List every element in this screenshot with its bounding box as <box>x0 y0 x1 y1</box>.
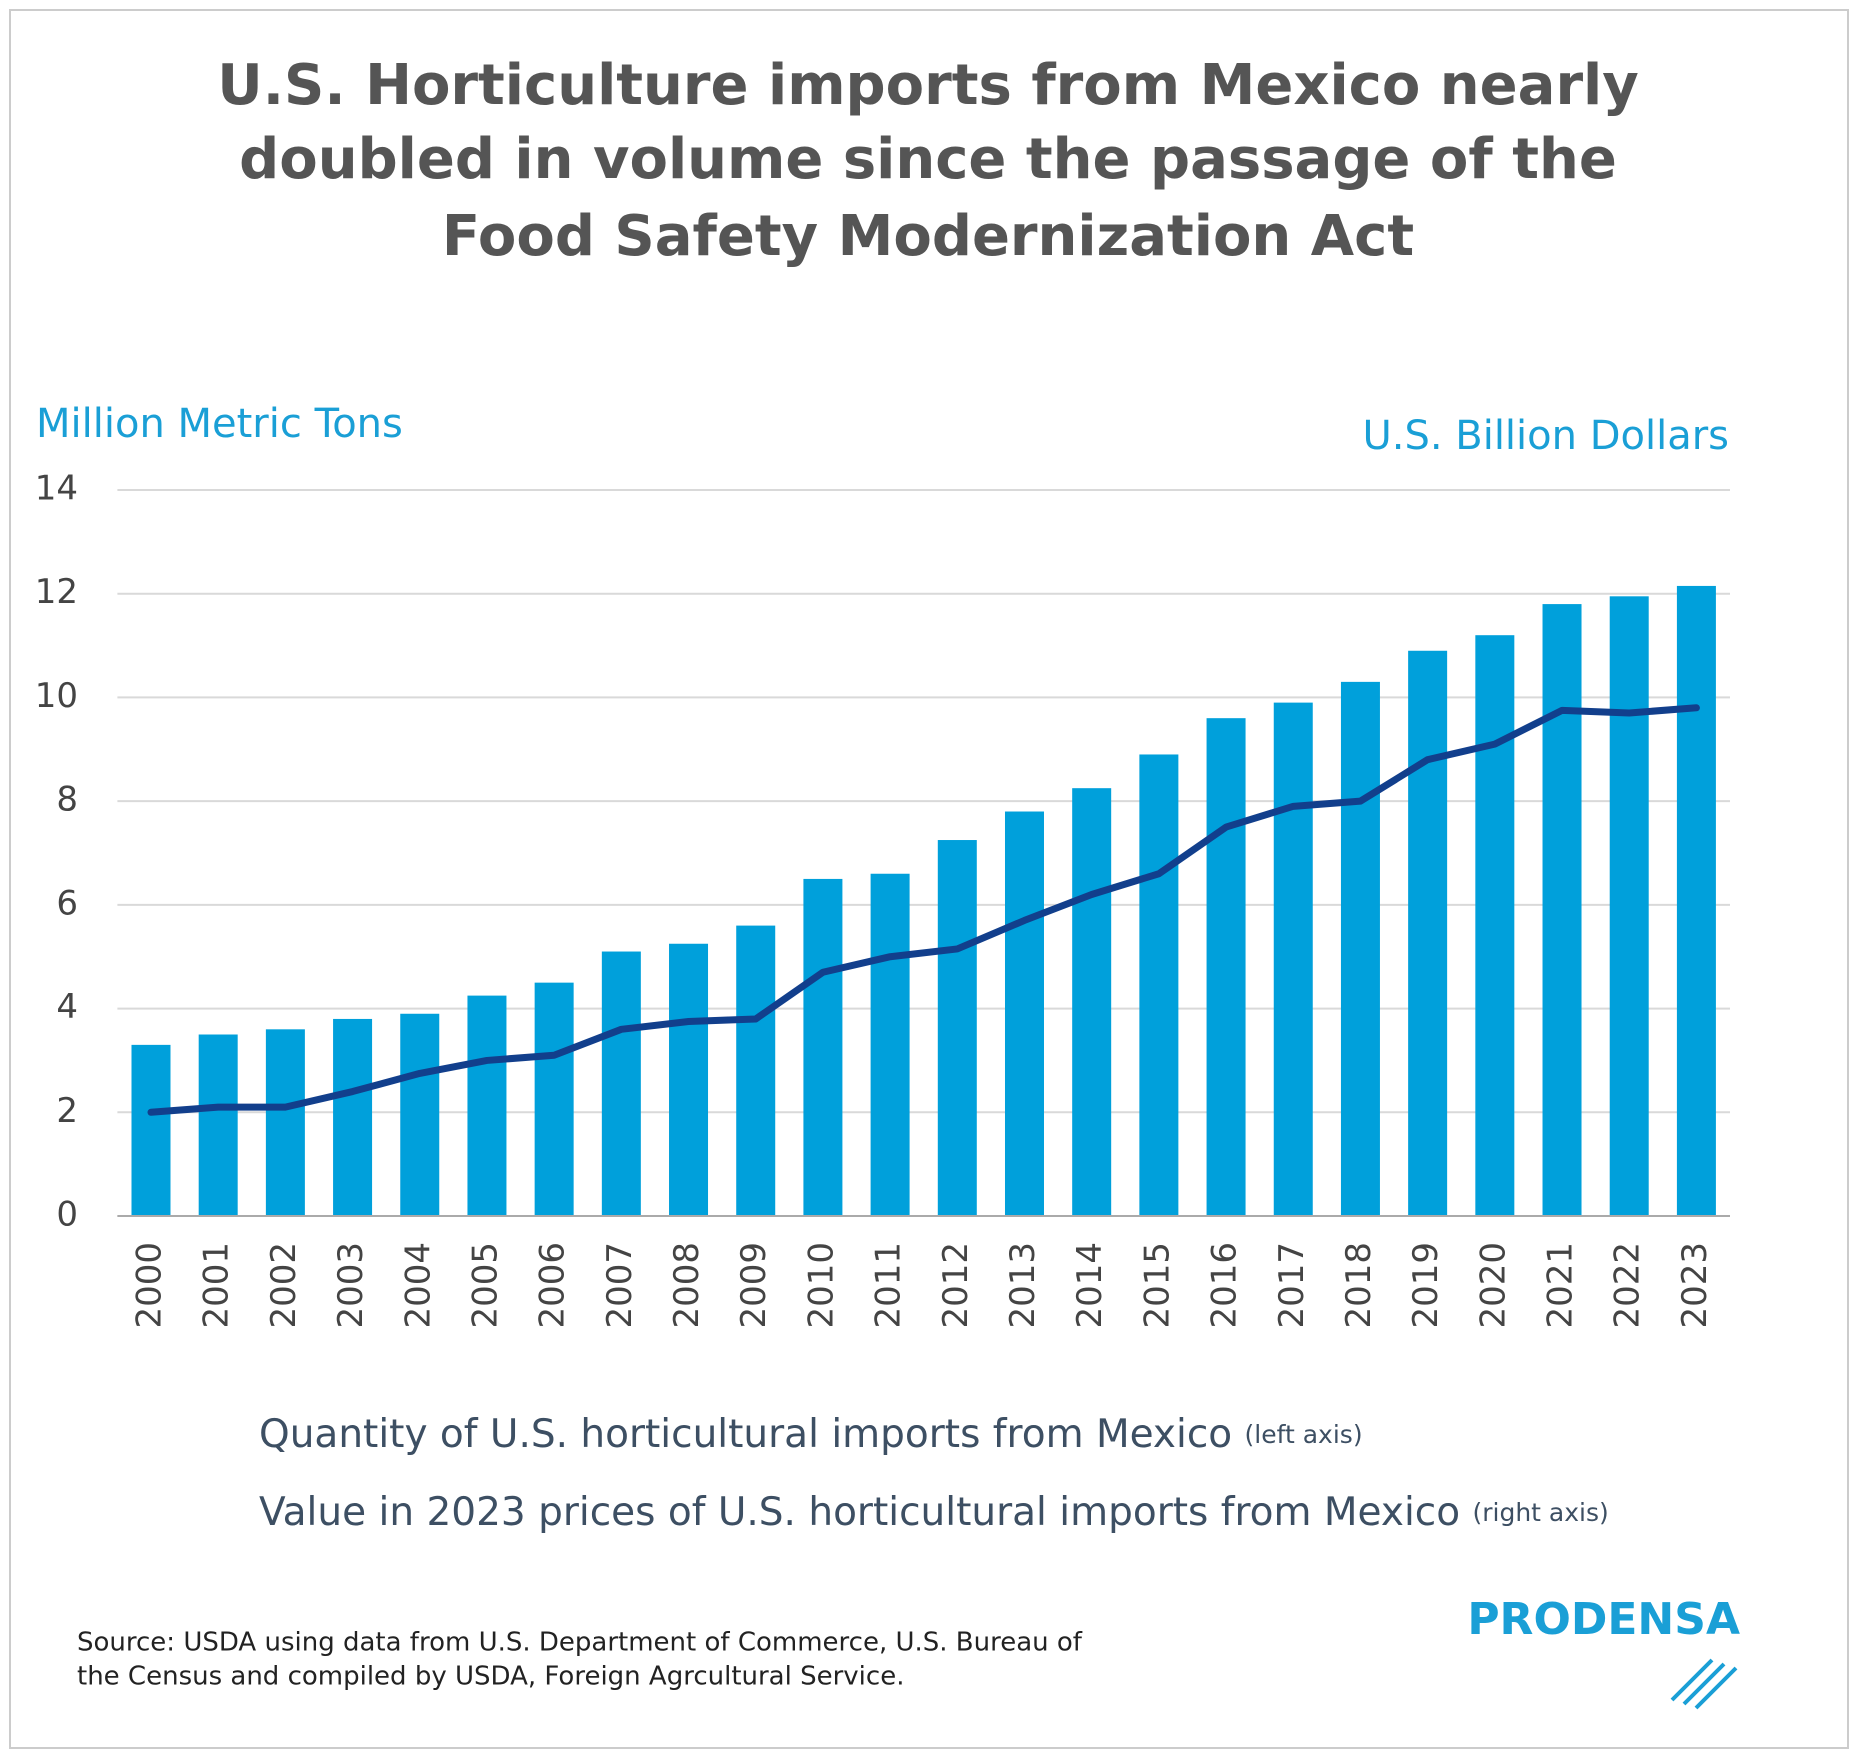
x-tick-label: 2003 <box>331 1242 371 1329</box>
bar <box>1340 681 1380 1216</box>
legend-note: (left axis) <box>1245 1420 1363 1449</box>
bar <box>803 878 843 1216</box>
legend-entry: Value in 2023 prices of U.S. horticultur… <box>259 1490 1609 1535</box>
bar <box>1139 754 1179 1216</box>
y-tick-label: 12 <box>35 572 78 612</box>
source: Source: USDA using data from U.S. Depart… <box>77 1628 1083 1658</box>
y-tick-label: 14 <box>35 469 78 509</box>
bar <box>669 943 709 1216</box>
bar <box>937 840 977 1216</box>
x-tick-label: 2016 <box>1205 1242 1245 1329</box>
x-tick-label: 2001 <box>197 1242 237 1329</box>
logo-mark <box>1670 1658 1738 1710</box>
legend-entry: Quantity of U.S. horticultural imports f… <box>259 1412 1363 1457</box>
bar <box>1676 585 1716 1216</box>
x-tick-label: 2017 <box>1272 1242 1312 1329</box>
x-tick-label: 2009 <box>734 1242 774 1329</box>
x-tick-label: 2007 <box>600 1242 640 1329</box>
x-tick-label: 2004 <box>398 1242 438 1329</box>
bar <box>534 982 574 1216</box>
bar <box>1542 604 1582 1216</box>
x-tick-label: 2020 <box>1473 1242 1513 1329</box>
bar <box>1004 811 1044 1216</box>
bar <box>870 873 910 1216</box>
y-tick-label: 10 <box>35 676 78 716</box>
bar <box>400 1013 440 1216</box>
bar <box>601 951 641 1216</box>
x-tick-label: 2011 <box>869 1242 909 1329</box>
x-tick-label: 2002 <box>264 1242 304 1329</box>
y-tick-label: 8 <box>56 780 78 820</box>
y-tick-label: 0 <box>56 1195 78 1235</box>
bar <box>1273 702 1313 1216</box>
y2-axis-title: U.S. Billion Dollars <box>1362 413 1729 459</box>
bar <box>736 925 776 1216</box>
x-tick-label: 2008 <box>667 1242 707 1329</box>
bar <box>333 1018 373 1216</box>
x-tick-label: 2006 <box>533 1242 573 1329</box>
x-tick-label: 2012 <box>936 1242 976 1329</box>
x-tick-label: 2023 <box>1675 1242 1715 1329</box>
y-tick-label: 6 <box>56 883 78 923</box>
bar <box>1609 596 1649 1216</box>
x-tick-label: 2000 <box>129 1242 169 1329</box>
legend-label: Quantity of U.S. horticultural imports f… <box>259 1412 1232 1457</box>
bar <box>467 995 507 1216</box>
x-tick-label: 2018 <box>1339 1242 1379 1329</box>
x-tick-label: 2021 <box>1541 1242 1581 1329</box>
y-tick-label: 4 <box>56 987 78 1027</box>
bar <box>265 1029 305 1216</box>
chart-title: doubled in volume since the passage of t… <box>239 127 1617 192</box>
x-tick-label: 2022 <box>1608 1242 1648 1329</box>
y-tick-label: 2 <box>56 1091 78 1131</box>
x-tick-label: 2005 <box>465 1242 505 1329</box>
chart-title: Food Safety Modernization Act <box>442 204 1414 269</box>
source: the Census and compiled by USDA, Foreign… <box>77 1662 904 1692</box>
chart-title: U.S. Horticulture imports from Mexico ne… <box>217 53 1639 118</box>
bar <box>1475 635 1515 1216</box>
bar <box>131 1044 171 1216</box>
legend-label: Value in 2023 prices of U.S. horticultur… <box>259 1490 1460 1535</box>
bar <box>1408 650 1448 1216</box>
bar <box>1206 718 1246 1216</box>
x-tick-label: 2013 <box>1003 1242 1043 1329</box>
x-tick-label: 2015 <box>1137 1242 1177 1329</box>
x-tick-label: 2019 <box>1406 1242 1446 1329</box>
line <box>147 704 1700 1116</box>
bar <box>1072 788 1112 1216</box>
x-tick-label: 2014 <box>1070 1242 1110 1329</box>
logo: PRODENSA <box>1467 1594 1740 1645</box>
frame <box>9 9 1849 1749</box>
x-tick-label: 2010 <box>801 1242 841 1329</box>
y-axis-title: Million Metric Tons <box>36 401 403 447</box>
legend-note: (right axis) <box>1472 1498 1608 1527</box>
bar <box>198 1034 238 1216</box>
